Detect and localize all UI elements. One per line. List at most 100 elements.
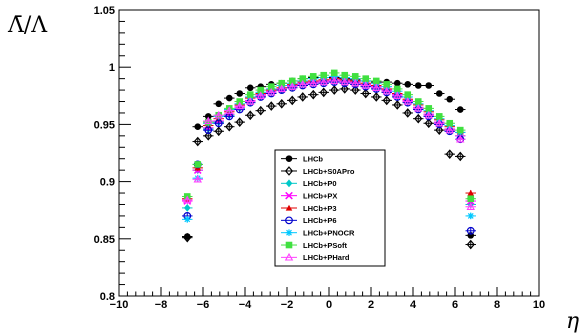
- data-point: [467, 195, 475, 203]
- data-point: [340, 84, 349, 94]
- data-point: [309, 78, 318, 87]
- legend-marker: [285, 155, 293, 162]
- x-tick-label: −8: [155, 299, 168, 311]
- data-point: [382, 86, 391, 95]
- data-point: [214, 126, 223, 137]
- data-point: [193, 174, 202, 183]
- data-point: [435, 125, 444, 135]
- data-point: [361, 81, 370, 89]
- x-tick-label: −4: [239, 299, 252, 311]
- data-point: [204, 113, 212, 120]
- data-point: [215, 100, 223, 108]
- data-point: [319, 87, 328, 98]
- data-point: [330, 85, 339, 95]
- x-tick-label: −10: [110, 299, 129, 311]
- legend-marker: [285, 241, 293, 249]
- data-point: [288, 82, 297, 90]
- data-point: [466, 226, 475, 235]
- legend: LHCb LHCb+S0APro LHCb+P0 LHCb+PX LHCb+P3 LHCb…: [274, 149, 386, 267]
- data-point: [235, 101, 244, 110]
- legend-label: LHCb+P3: [303, 204, 337, 213]
- data-point: [246, 91, 254, 98]
- data-point: [372, 77, 380, 85]
- data-point: [278, 79, 286, 87]
- data-point: [403, 97, 412, 105]
- data-point: [446, 95, 454, 103]
- data-point: [330, 69, 338, 77]
- data-point: [414, 98, 422, 105]
- data-point: [193, 136, 202, 147]
- data-point: [435, 90, 443, 97]
- data-point: [235, 117, 244, 127]
- data-point: [425, 82, 433, 89]
- data-point: [351, 73, 359, 80]
- legend-marker: [285, 204, 293, 211]
- data-point: [183, 204, 191, 212]
- data-point: [372, 92, 381, 102]
- data-point: [351, 85, 360, 95]
- data-point: [204, 126, 213, 135]
- x-tick-label: −2: [281, 299, 294, 311]
- legend-label: LHCb+PNOCR: [303, 228, 355, 237]
- data-point: [194, 123, 202, 130]
- data-point: [466, 202, 475, 210]
- legend-label: LHCb+P0: [303, 179, 337, 188]
- y-tick-label: 1: [109, 62, 115, 74]
- x-tick-label: 10: [533, 299, 545, 311]
- data-point: [466, 239, 475, 250]
- data-point: [298, 79, 307, 88]
- data-point: [214, 110, 223, 119]
- data-point: [225, 106, 234, 114]
- legend-label: LHCb+P6: [303, 216, 337, 225]
- data-point: [288, 95, 297, 106]
- data-point: [183, 216, 191, 223]
- y-tick-label: 0.85: [94, 234, 115, 246]
- data-point: [341, 71, 349, 79]
- data-point: [298, 92, 307, 102]
- data-point: [383, 81, 391, 88]
- y-tick-label: 0.95: [94, 119, 115, 131]
- data-point: [424, 118, 433, 129]
- data-point: [393, 91, 402, 99]
- legend-label: LHCb: [303, 154, 323, 163]
- x-tick-label: −6: [197, 299, 210, 311]
- data-point: [183, 232, 192, 243]
- legend-label: LHCb+PHard: [303, 253, 350, 262]
- y-tick-label: 0.8: [100, 291, 115, 303]
- data-point: [194, 161, 202, 168]
- data-point: [393, 100, 402, 110]
- data-point: [236, 98, 244, 105]
- data-point: [445, 125, 454, 134]
- data-point: [256, 91, 265, 99]
- data-point: [277, 98, 286, 109]
- series-lhcb-s0apro: [182, 84, 476, 250]
- x-tick-label: 0: [326, 299, 332, 311]
- data-point: [456, 106, 464, 113]
- data-point: [414, 82, 422, 89]
- data-point: [330, 76, 339, 85]
- data-point: [425, 105, 433, 112]
- data-point: [351, 78, 360, 87]
- data-point: [404, 81, 412, 88]
- data-point: [257, 86, 265, 94]
- data-point: [204, 116, 213, 125]
- data-point: [309, 73, 317, 80]
- data-point: [214, 119, 223, 128]
- data-point: [361, 88, 370, 99]
- x-tick-label: 2: [368, 299, 374, 311]
- data-point: [204, 131, 213, 141]
- data-point: [435, 118, 444, 127]
- legend-marker: [285, 229, 293, 236]
- y-tick-label: 1.05: [94, 5, 115, 17]
- data-point: [456, 134, 465, 143]
- data-point: [456, 151, 465, 162]
- data-point: [424, 110, 433, 119]
- data-point: [277, 84, 286, 93]
- series-lhcb-phard: [182, 76, 476, 210]
- data-point: [225, 121, 234, 132]
- data-point: [403, 108, 412, 118]
- data-point: [246, 110, 255, 121]
- data-point: [183, 195, 192, 204]
- x-axis-title: η: [566, 309, 579, 334]
